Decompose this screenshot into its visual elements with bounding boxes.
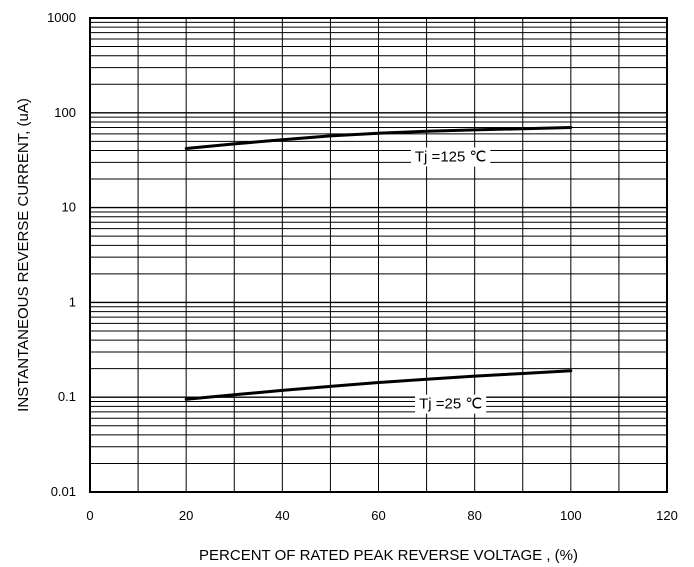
y-tick-label: 1000 xyxy=(47,10,76,25)
y-tick-label: 0.1 xyxy=(58,389,76,404)
x-tick-label: 80 xyxy=(467,508,481,523)
plot-frame xyxy=(89,17,668,493)
y-tick-label: 100 xyxy=(54,105,76,120)
series-label-background xyxy=(415,394,487,414)
series-label-2: Tj =25 ℃ xyxy=(419,396,482,413)
series-label-1: Tj =125 ℃ xyxy=(415,149,486,166)
series-label-background xyxy=(410,147,491,167)
x-tick-label: 0 xyxy=(86,508,93,523)
x-tick-labels: 0 20 40 60 80 100 120 xyxy=(86,508,677,523)
x-tick-label: 60 xyxy=(371,508,385,523)
series-lines xyxy=(184,126,573,401)
y-axis-title: INSTANTANEOUS REVERSE CURRENT, (uA) xyxy=(15,98,32,412)
series-line-2 xyxy=(184,369,573,401)
grid xyxy=(90,18,667,492)
series-line-1 xyxy=(184,126,573,150)
x-tick-label: 120 xyxy=(656,508,678,523)
y-tick-label: 10 xyxy=(62,200,76,215)
y-tick-labels: 0.01 0.1 1 10 100 1000 xyxy=(47,10,76,499)
x-tick-label: 20 xyxy=(179,508,193,523)
y-tick-label: 1 xyxy=(69,294,76,309)
x-tick-label: 40 xyxy=(275,508,289,523)
x-tick-label: 100 xyxy=(560,508,582,523)
y-tick-label: 0.01 xyxy=(51,484,76,499)
x-axis-title: PERCENT OF RATED PEAK REVERSE VOLTAGE , … xyxy=(199,547,578,564)
series-labels: Tj =125 ℃ Tj =25 ℃ xyxy=(410,147,491,414)
